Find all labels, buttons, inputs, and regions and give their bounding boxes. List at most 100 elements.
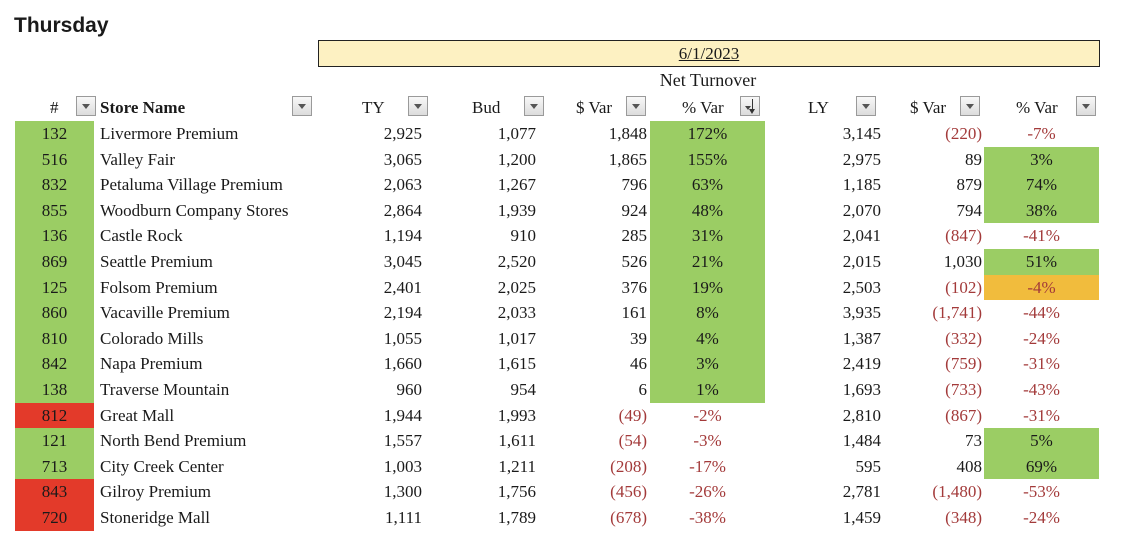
store-name-cell[interactable]: Stoneridge Mall bbox=[100, 507, 211, 527]
ty-cell[interactable]: 1,944 bbox=[383, 405, 422, 425]
ly-variance-cell[interactable]: (102) bbox=[945, 277, 982, 297]
ty-cell[interactable]: 1,300 bbox=[383, 482, 422, 502]
budget-variance-pct-cell[interactable]: 63% bbox=[650, 172, 765, 198]
store-name-cell[interactable]: Great Mall bbox=[100, 405, 175, 425]
ty-cell[interactable]: 2,063 bbox=[383, 175, 422, 195]
budget-variance-pct-cell[interactable]: 1% bbox=[650, 376, 765, 403]
ly-variance-cell[interactable]: 879 bbox=[956, 175, 983, 195]
budget-variance-cell[interactable]: 796 bbox=[621, 175, 648, 195]
ty-cell[interactable]: 2,864 bbox=[383, 200, 422, 220]
store-number-cell[interactable]: 832 bbox=[15, 172, 94, 198]
budget-variance-cell[interactable]: 1,848 bbox=[608, 124, 647, 143]
ly-variance-cell[interactable]: (733) bbox=[945, 379, 982, 399]
ly-cell[interactable]: 2,781 bbox=[842, 482, 881, 502]
store-name-cell[interactable]: Gilroy Premium bbox=[100, 482, 211, 502]
table-row[interactable]: 842 Napa Premium 1,660 1,615 46 3% 2,419 (759) -… bbox=[0, 351, 1136, 377]
budget-cell[interactable]: 2,025 bbox=[497, 277, 536, 297]
ly-variance-cell[interactable]: 408 bbox=[956, 456, 983, 476]
store-number-cell[interactable]: 125 bbox=[15, 274, 94, 301]
ly-variance-pct-cell[interactable]: 51% bbox=[984, 248, 1099, 275]
ly-cell[interactable]: 2,419 bbox=[842, 354, 881, 374]
ly-cell[interactable]: 1,693 bbox=[842, 379, 881, 399]
filter-ty-dropdown-icon[interactable] bbox=[408, 96, 428, 116]
ty-cell[interactable]: 960 bbox=[396, 379, 423, 399]
sort-desc-filter-pct-bud-icon[interactable] bbox=[740, 96, 760, 116]
ly-variance-pct-cell[interactable]: 74% bbox=[984, 172, 1099, 198]
budget-variance-cell[interactable]: (208) bbox=[610, 456, 647, 476]
ly-variance-pct-cell[interactable]: -31% bbox=[1023, 354, 1060, 374]
ty-cell[interactable]: 1,557 bbox=[383, 431, 422, 451]
table-row[interactable]: 812 Great Mall 1,944 1,993 (49) -2% 2,810 (867)… bbox=[0, 402, 1136, 429]
store-name-cell[interactable]: City Creek Center bbox=[100, 456, 224, 476]
ty-cell[interactable]: 1,055 bbox=[383, 328, 422, 348]
ly-variance-pct-cell[interactable]: -4% bbox=[984, 274, 1099, 301]
budget-variance-pct-cell[interactable]: -3% bbox=[693, 431, 722, 451]
budget-cell[interactable]: 1,615 bbox=[497, 354, 536, 374]
ly-variance-pct-cell[interactable]: 5% bbox=[984, 428, 1099, 454]
budget-cell[interactable]: 1,611 bbox=[498, 431, 536, 451]
table-row[interactable]: 843 Gilroy Premium 1,300 1,756 (456) -26% 2,78… bbox=[0, 479, 1136, 505]
budget-variance-cell[interactable]: 924 bbox=[621, 200, 648, 220]
ly-cell[interactable]: 2,070 bbox=[842, 200, 881, 220]
budget-cell[interactable]: 1,789 bbox=[497, 507, 536, 527]
budget-variance-pct-cell[interactable]: -2% bbox=[693, 405, 722, 425]
ly-cell[interactable]: 3,935 bbox=[842, 303, 881, 323]
ly-cell[interactable]: 2,810 bbox=[842, 405, 881, 425]
budget-cell[interactable]: 1,017 bbox=[497, 328, 536, 348]
ly-variance-cell[interactable]: (348) bbox=[945, 507, 982, 527]
ly-variance-pct-cell[interactable]: 69% bbox=[984, 453, 1099, 480]
budget-variance-pct-cell[interactable]: -26% bbox=[689, 482, 726, 502]
budget-cell[interactable]: 1,200 bbox=[497, 149, 536, 169]
store-number-cell[interactable]: 121 bbox=[15, 428, 94, 454]
store-number-cell[interactable]: 869 bbox=[15, 248, 94, 275]
store-number-cell[interactable]: 843 bbox=[15, 479, 94, 505]
store-name-cell[interactable]: Seattle Premium bbox=[100, 251, 213, 271]
budget-variance-pct-cell[interactable]: 19% bbox=[650, 274, 765, 301]
ty-cell[interactable]: 3,065 bbox=[383, 149, 422, 169]
filter-pct-ly-dropdown-icon[interactable] bbox=[1076, 96, 1096, 116]
store-name-cell[interactable]: Napa Premium bbox=[100, 354, 203, 374]
store-number-cell[interactable]: 138 bbox=[15, 376, 94, 403]
budget-variance-cell[interactable]: 161 bbox=[621, 303, 648, 323]
ly-variance-pct-cell[interactable]: -31% bbox=[1023, 405, 1060, 425]
store-number-cell[interactable]: 720 bbox=[15, 504, 94, 531]
budget-variance-pct-cell[interactable]: -38% bbox=[689, 507, 726, 527]
filter-bud-dropdown-icon[interactable] bbox=[524, 96, 544, 116]
ly-cell[interactable]: 2,975 bbox=[842, 149, 881, 169]
budget-variance-pct-cell[interactable]: -17% bbox=[689, 456, 726, 476]
ty-cell[interactable]: 1,660 bbox=[383, 354, 422, 374]
ly-variance-pct-cell[interactable]: -44% bbox=[1023, 303, 1060, 323]
ly-variance-pct-cell[interactable]: -43% bbox=[1023, 379, 1060, 399]
budget-cell[interactable]: 1,939 bbox=[497, 200, 536, 220]
budget-variance-cell[interactable]: (49) bbox=[618, 405, 647, 425]
table-row[interactable]: 121 North Bend Premium 1,557 1,611 (54) -3% 1,… bbox=[0, 428, 1136, 454]
ly-cell[interactable]: 2,015 bbox=[842, 251, 881, 271]
budget-cell[interactable]: 1,211 bbox=[498, 456, 536, 476]
budget-variance-pct-cell[interactable]: 172% bbox=[650, 121, 765, 147]
ly-cell[interactable]: 2,503 bbox=[842, 277, 881, 297]
budget-cell[interactable]: 954 bbox=[510, 379, 537, 399]
ly-cell[interactable]: 1,459 bbox=[842, 507, 881, 527]
budget-cell[interactable]: 1,077 bbox=[497, 124, 536, 143]
table-row[interactable]: 516 Valley Fair 3,065 1,200 1,865 155% 2,975 89… bbox=[0, 146, 1136, 173]
ty-cell[interactable]: 3,045 bbox=[383, 251, 422, 271]
store-number-cell[interactable]: 855 bbox=[15, 197, 94, 224]
ly-variance-pct-cell[interactable]: -7% bbox=[1027, 124, 1056, 143]
ly-variance-pct-cell[interactable]: -24% bbox=[1023, 328, 1060, 348]
budget-variance-cell[interactable]: 6 bbox=[638, 379, 648, 399]
budget-variance-pct-cell[interactable]: 48% bbox=[650, 197, 765, 224]
ty-cell[interactable]: 1,194 bbox=[383, 226, 422, 246]
ly-cell[interactable]: 2,041 bbox=[842, 226, 881, 246]
table-row[interactable]: 855 Woodburn Company Stores 2,864 1,939 924 4… bbox=[0, 197, 1136, 224]
store-name-cell[interactable]: Vacaville Premium bbox=[100, 303, 230, 323]
ly-cell[interactable]: 1,185 bbox=[842, 175, 881, 195]
ty-cell[interactable]: 1,003 bbox=[383, 456, 422, 476]
ly-variance-cell[interactable]: (1,741) bbox=[932, 303, 982, 323]
budget-variance-pct-cell[interactable]: 3% bbox=[650, 351, 765, 377]
budget-cell[interactable]: 1,993 bbox=[497, 405, 536, 425]
budget-variance-pct-cell[interactable]: 4% bbox=[650, 325, 765, 352]
table-row[interactable]: 125 Folsom Premium 2,401 2,025 376 19% 2,503 (1… bbox=[0, 274, 1136, 301]
store-number-cell[interactable]: 860 bbox=[15, 300, 94, 326]
ly-variance-cell[interactable]: 1,030 bbox=[943, 251, 982, 271]
store-name-cell[interactable]: Traverse Mountain bbox=[100, 379, 230, 399]
